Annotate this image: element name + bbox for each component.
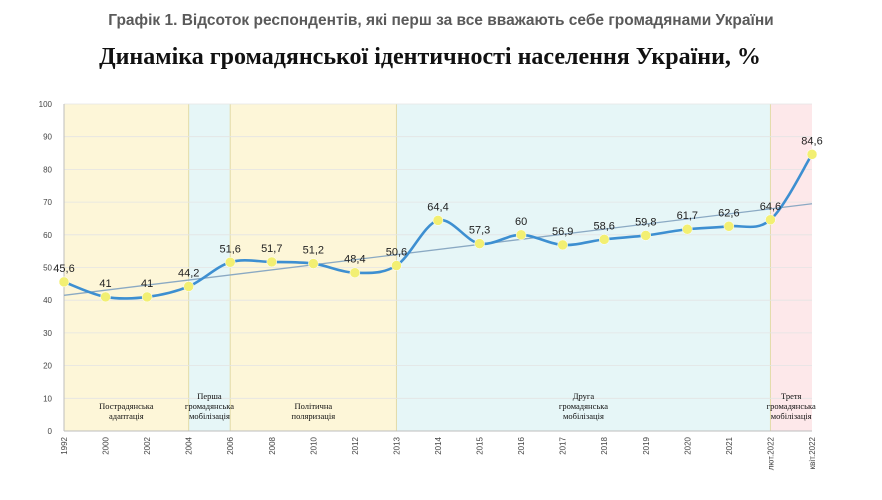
data-point xyxy=(349,267,361,278)
data-label: 59,8 xyxy=(635,216,656,228)
period-label-line: Перша xyxy=(197,391,222,401)
data-point xyxy=(391,260,402,271)
period-label: Пострадянська адаптація xyxy=(99,401,154,421)
period-label-line: поляризація xyxy=(292,411,336,421)
y-tick-label: 70 xyxy=(43,198,52,207)
period-label-line: Друга xyxy=(573,391,595,401)
trendline xyxy=(63,203,813,296)
data-label: 51,6 xyxy=(220,243,241,255)
y-tick-label: 90 xyxy=(43,133,52,142)
y-tick-label: 30 xyxy=(43,329,52,338)
data-label: 84,6 xyxy=(801,135,822,147)
data-point xyxy=(58,276,70,288)
x-tick-label: 2000 xyxy=(102,436,111,454)
axes xyxy=(63,104,812,432)
data-point xyxy=(141,291,153,303)
data-point xyxy=(474,238,485,249)
x-tick-label: 2004 xyxy=(185,436,194,454)
data-point xyxy=(682,223,693,235)
data-label: 60 xyxy=(515,216,527,228)
x-tick-label: 2012 xyxy=(351,436,360,454)
data-point xyxy=(723,221,735,232)
x-tick-label: 2016 xyxy=(517,436,526,454)
data-point xyxy=(266,256,278,268)
x-tick-label: 2002 xyxy=(143,436,152,454)
data-point xyxy=(806,149,818,160)
period-label-line: мобілізація xyxy=(771,411,812,421)
data-point xyxy=(765,214,776,226)
period-label: Третя громадянська мобілізація xyxy=(767,391,816,421)
x-tick-label: 2017 xyxy=(559,436,568,454)
y-tick-label: 50 xyxy=(43,264,52,273)
data-label: 41 xyxy=(141,278,153,290)
data-label: 61,7 xyxy=(677,210,698,222)
period-label-line: громадянська xyxy=(559,401,608,411)
data-labels: 45,6 41 41 44,2 51,6 51,7 51,2 48,4 50,6 64,4 57,3… xyxy=(53,135,822,290)
x-tick-label: 2010 xyxy=(309,436,318,454)
x-tick-label: квіт.2022 xyxy=(808,436,817,469)
period-label: Політична поляризація xyxy=(292,401,336,421)
data-point xyxy=(640,230,652,241)
y-tick-label: 80 xyxy=(43,165,52,174)
data-point xyxy=(557,239,568,251)
y-tick-label: 60 xyxy=(43,231,52,240)
figure-caption: Графік 1. Відсоток респондентів, які пер… xyxy=(108,12,774,29)
x-tick-label: 2020 xyxy=(683,436,692,454)
period-label: Друга громадянська мобілізація xyxy=(559,391,608,421)
data-label: 45,6 xyxy=(53,263,74,275)
data-label: 57,3 xyxy=(469,225,490,237)
y-tick-label: 10 xyxy=(43,394,52,403)
data-point xyxy=(308,258,319,269)
data-label: 62,6 xyxy=(718,207,739,219)
y-tick-labels: 0 10 20 30 40 50 60 70 80 90 100 xyxy=(39,100,53,436)
x-tick-label: 2021 xyxy=(725,436,734,454)
data-label: 64,4 xyxy=(427,201,448,213)
x-tick-label: 2006 xyxy=(226,436,235,454)
y-tick-label: 0 xyxy=(48,427,53,436)
x-tick-label: 1992 xyxy=(60,436,69,454)
data-label: 51,2 xyxy=(303,245,324,257)
data-label: 44,2 xyxy=(178,267,199,279)
x-tick-label: 2014 xyxy=(434,436,443,454)
data-point xyxy=(183,281,194,292)
period-label-line: Третя xyxy=(781,391,801,401)
data-label: 51,7 xyxy=(261,243,282,255)
data-label: 50,6 xyxy=(386,247,407,259)
data-point xyxy=(224,257,236,268)
period-label-line: громадянська xyxy=(767,401,816,411)
period-label-line: адаптація xyxy=(109,411,144,421)
period-label-line: Політична xyxy=(294,401,332,411)
data-label: 64,6 xyxy=(760,201,781,213)
x-tick-label: 2018 xyxy=(600,436,609,454)
y-tick-label: 100 xyxy=(39,100,53,109)
data-label: 48,4 xyxy=(344,254,365,266)
y-tick-label: 40 xyxy=(43,296,52,305)
y-tick-label: 20 xyxy=(43,362,52,371)
period-label-line: мобілізація xyxy=(189,411,230,421)
data-point xyxy=(432,215,444,226)
x-tick-labels: 1992 2000 2002 2004 2006 2008 2010 2012 2013 2014… xyxy=(60,436,817,470)
data-point xyxy=(100,291,111,303)
data-label: 56,9 xyxy=(552,226,573,238)
data-point xyxy=(598,234,610,245)
chart-title: Динаміка громадянської ідентичності насе… xyxy=(99,44,761,70)
trendline-group xyxy=(63,203,813,296)
x-tick-label: лют.2022 xyxy=(766,436,775,470)
period-label-line: Пострадянська xyxy=(99,401,154,411)
data-label: 41 xyxy=(99,278,111,290)
x-tick-label: 2008 xyxy=(268,436,277,454)
period-label: Перша громадянська мобілізація xyxy=(185,391,234,421)
x-tick-label: 2015 xyxy=(476,436,485,454)
x-tick-label: 2013 xyxy=(392,436,401,454)
data-point xyxy=(515,229,527,241)
data-label: 58,6 xyxy=(594,220,615,232)
period-label-line: громадянська xyxy=(185,401,234,411)
x-tick-label: 2019 xyxy=(642,436,651,454)
data-points xyxy=(58,149,818,303)
period-label-line: мобілізація xyxy=(563,411,604,421)
